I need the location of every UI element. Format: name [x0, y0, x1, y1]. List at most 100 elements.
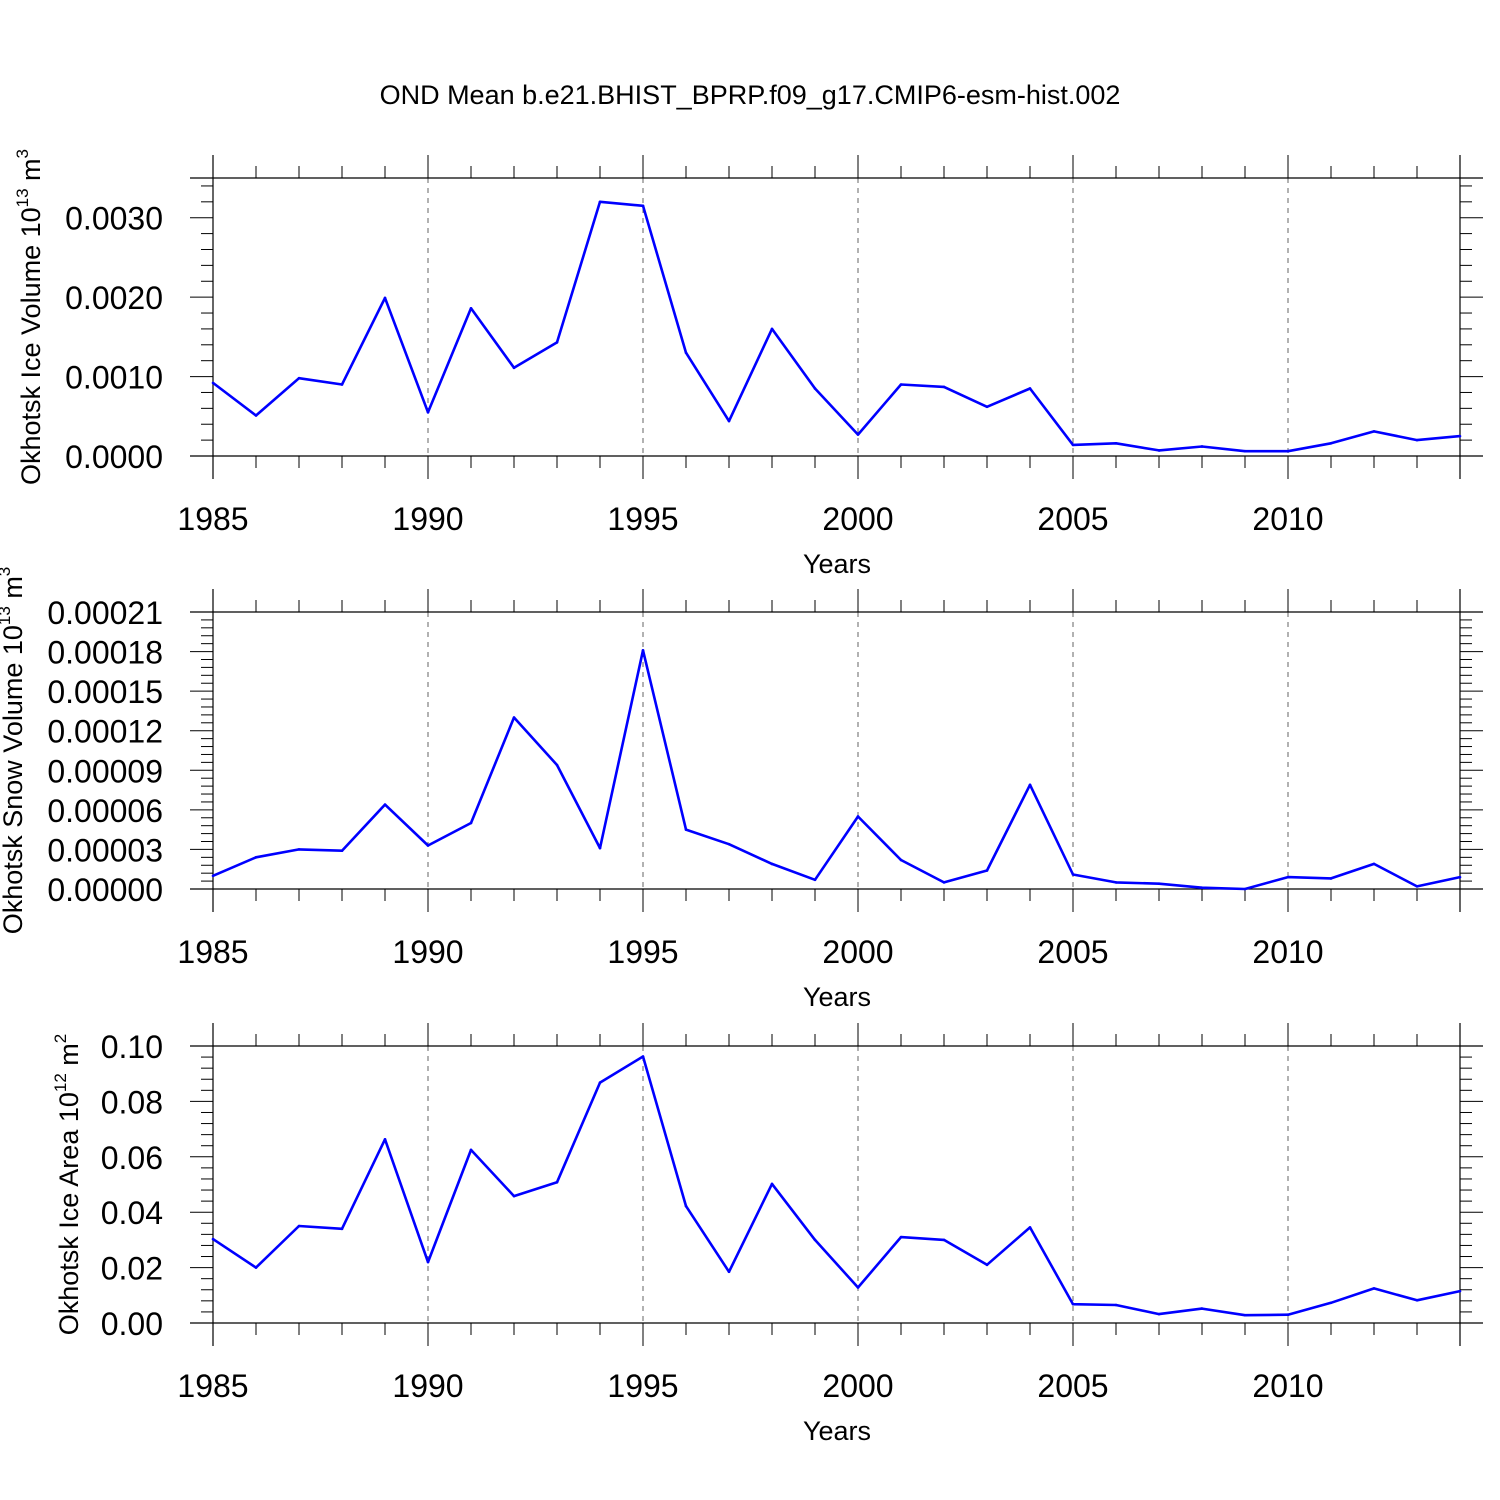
- data-point: [383, 296, 387, 300]
- data-point: [1329, 1301, 1333, 1305]
- y-axis-label-superscript: 2: [51, 1034, 70, 1043]
- data-point: [469, 821, 473, 825]
- data-point: [899, 383, 903, 386]
- data-point: [1415, 1298, 1419, 1302]
- data-point: [684, 351, 688, 355]
- x-tick-label: 2000: [822, 934, 893, 970]
- y-axis-label-superscript: 3: [0, 567, 14, 576]
- y-tick-label: 0.10: [101, 1029, 163, 1065]
- data-point: [1114, 1303, 1118, 1307]
- data-point: [254, 856, 258, 859]
- data-point: [1200, 445, 1204, 448]
- data-point: [1157, 1312, 1161, 1316]
- data-point: [1372, 862, 1376, 866]
- y-tick-label: 0.06: [101, 1140, 163, 1176]
- y-tick-label: 0.00018: [47, 635, 163, 671]
- data-point: [1286, 449, 1290, 453]
- y-axis-label-part: Okhotsk Ice Volume 10: [16, 207, 46, 485]
- x-tick-label: 1990: [392, 1368, 463, 1404]
- x-axis-label: Years: [803, 982, 871, 1012]
- data-point: [942, 1238, 946, 1242]
- data-point: [555, 341, 559, 344]
- data-point: [1028, 387, 1032, 390]
- data-point: [211, 874, 215, 878]
- data-point: [340, 1227, 344, 1231]
- y-tick-label: 0.0000: [65, 439, 163, 475]
- data-point: [426, 411, 430, 414]
- data-point: [942, 881, 946, 884]
- data-point: [1157, 449, 1161, 452]
- y-axis-label-part: Okhotsk Snow Volume 10: [0, 625, 28, 934]
- data-point: [1071, 443, 1075, 447]
- x-tick-label: 2000: [822, 1368, 893, 1404]
- data-point: [1071, 1302, 1075, 1306]
- data-point: [383, 1138, 387, 1141]
- panels: 1985 1990 1995 2000 2005 2010Years0.00000.001…: [0, 149, 1483, 1446]
- x-tick-label: 2000: [822, 501, 893, 537]
- y-axis-label-superscript: 13: [13, 188, 32, 207]
- y-tick-label: 0.00021: [47, 595, 163, 631]
- data-point: [813, 878, 817, 882]
- chart-panel-2: 1985 1990 1995 2000 2005 2010 Years 0.00000 0.00…: [0, 567, 1483, 1012]
- data-point: [641, 648, 645, 652]
- data-point: [641, 1055, 645, 1058]
- x-tick-label: 2005: [1037, 934, 1108, 970]
- data-point: [1458, 434, 1462, 438]
- y-tick-label: 0.00: [101, 1306, 163, 1342]
- y-axis-label-superscript: 3: [13, 149, 32, 158]
- x-tick-label: 2005: [1037, 1368, 1108, 1404]
- data-point: [426, 1260, 430, 1264]
- series-line: [212, 200, 1461, 453]
- data-point: [297, 1224, 301, 1228]
- x-tick-label: 1995: [607, 501, 678, 537]
- y-tick-label: 0.00009: [47, 753, 163, 789]
- data-point: [684, 828, 688, 831]
- y-axis-label-superscript: 13: [0, 606, 14, 625]
- data-point: [985, 869, 989, 872]
- y-tick-label: 0.08: [101, 1084, 163, 1120]
- chart-panel-1: 1985 1990 1995 2000 2005 2010 Years 0.0000 0.001…: [13, 149, 1483, 579]
- x-tick-label: 2010: [1252, 501, 1323, 537]
- data-point: [1243, 1313, 1247, 1317]
- data-point: [469, 1148, 473, 1152]
- data-point: [1114, 881, 1118, 884]
- y-tick-label: 0.00000: [47, 872, 163, 908]
- data-point: [1458, 1289, 1462, 1293]
- data-point: [555, 763, 559, 767]
- data-point: [211, 1237, 215, 1241]
- data-point: [856, 433, 860, 436]
- data-point: [1114, 441, 1118, 445]
- data-point: [383, 803, 387, 806]
- x-tick-label: 1995: [607, 934, 678, 970]
- data-point: [899, 858, 903, 862]
- data-point: [727, 842, 731, 846]
- data-point: [512, 716, 516, 719]
- data-point: [1028, 1226, 1032, 1229]
- data-point: [211, 381, 215, 385]
- y-tick-label: 0.0010: [65, 360, 163, 396]
- series-line: [212, 1055, 1461, 1317]
- y-axis-label-superscript: 12: [51, 1073, 70, 1092]
- x-tick-label: 1985: [177, 1368, 248, 1404]
- x-tick-label: 2005: [1037, 501, 1108, 537]
- data-point: [1071, 873, 1075, 876]
- y-axis-label: Okhotsk Ice Area 1012 m2: [51, 1034, 84, 1336]
- y-axis-label-part: m: [54, 1043, 84, 1073]
- y-axis-label-part: Okhotsk Ice Area 10: [54, 1092, 84, 1335]
- data-point: [598, 1081, 602, 1084]
- x-tick-label: 1985: [177, 934, 248, 970]
- data-point: [727, 419, 731, 423]
- data-point: [426, 844, 430, 847]
- data-point: [641, 204, 645, 208]
- data-point: [770, 1182, 774, 1186]
- y-tick-label: 0.0020: [65, 280, 163, 316]
- y-axis-label-part: m: [16, 158, 46, 188]
- data-point: [985, 1263, 989, 1267]
- data-point: [813, 387, 817, 390]
- x-tick-label: 2010: [1252, 1368, 1323, 1404]
- x-tick-label: 1985: [177, 501, 248, 537]
- data-point: [770, 862, 774, 866]
- data-point: [340, 383, 344, 386]
- data-point: [1458, 875, 1462, 879]
- data-point: [254, 1266, 258, 1269]
